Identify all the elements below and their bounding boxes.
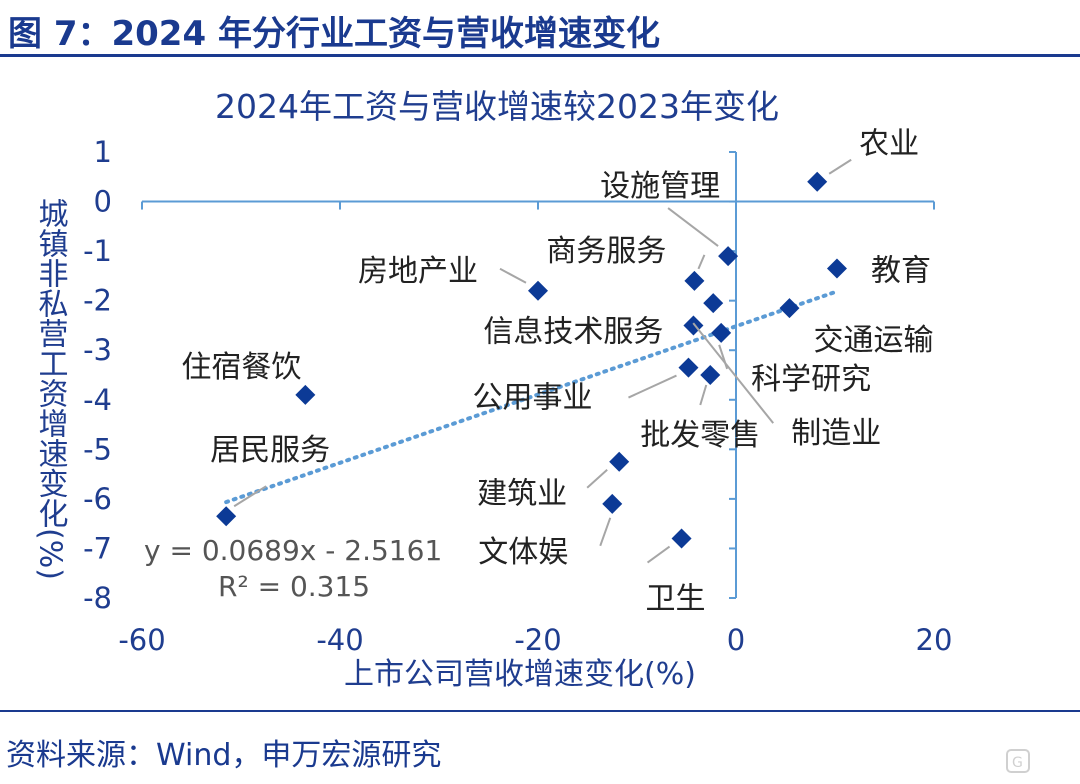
trendline-r-squared: R² = 0.315 (218, 570, 370, 603)
data-point-marker (609, 451, 630, 472)
scatter-chart: 2024年工资与营收增速较2023年变化 -60 -40 -20 0 20 1 0 -1 -2 -3… (33, 87, 953, 692)
data-point-label: 设施管理 (600, 169, 720, 204)
data-point-label: 教育 (871, 253, 931, 288)
data-point-label: 文体娱 (478, 535, 568, 570)
data-point-marker (703, 293, 724, 314)
y-axis-title: 城镇非私营工资增速变化(%) (33, 198, 69, 580)
y-tick-label: -4 (83, 383, 112, 417)
watermark-logo: G (1006, 749, 1030, 773)
data-point-marker (700, 365, 721, 385)
leader-line (628, 374, 677, 399)
data-point-label: 居民服务 (210, 433, 330, 468)
data-point-marker (684, 270, 705, 291)
x-tick-label: 20 (916, 623, 953, 657)
y-tick-label: -7 (83, 531, 112, 565)
figure-title: 图 7：2024 年分行业工资与营收增速变化 (8, 14, 660, 54)
y-tick-label: -3 (83, 333, 112, 367)
x-tick-label: -20 (514, 623, 561, 657)
data-point-label: 农业 (859, 127, 919, 162)
data-point-label: 信息技术服务 (483, 314, 663, 349)
svg-text:G: G (1012, 755, 1023, 771)
data-point-marker (602, 493, 623, 514)
data-point-label: 制造业 (791, 416, 881, 451)
data-point-marker (295, 384, 316, 405)
data-point-marker (718, 246, 739, 267)
data-point-marker (216, 506, 237, 527)
data-point-marker (807, 171, 828, 192)
leader-line (233, 485, 267, 508)
data-point-marker (779, 298, 800, 319)
x-axis-title: 上市公司营收增速变化(%) (344, 657, 696, 692)
data-point-label: 商务服务 (546, 234, 666, 269)
trendline (224, 289, 839, 505)
y-tick-label: -1 (83, 234, 112, 268)
trendline-equation: y = 0.0689x - 2.5161 (144, 534, 442, 567)
y-tick-label: -2 (83, 284, 112, 318)
data-point-label: 科学研究 (751, 362, 871, 397)
source-note: 资料来源：Wind，申万宏源研究 (6, 738, 442, 773)
data-point-marker (671, 528, 692, 549)
data-point-label: 住宿餐饮 (181, 350, 301, 385)
data-point-label: 公用事业 (472, 381, 592, 416)
x-tick-label: -60 (118, 623, 165, 657)
leader-line (828, 158, 852, 175)
y-tick-label: 1 (94, 135, 112, 169)
x-tick-label: -40 (316, 623, 363, 657)
leader-line (692, 322, 775, 424)
x-tick-label: 0 (727, 623, 745, 657)
y-tick-label: 0 (94, 185, 112, 219)
leader-line (667, 207, 719, 247)
y-tick-label: -5 (83, 432, 112, 466)
data-point-label: 批发零售 (640, 418, 760, 453)
data-point-marker (678, 357, 699, 378)
footer-rule (0, 710, 1080, 712)
chart-title: 2024年工资与营收增速较2023年变化 (215, 87, 779, 126)
y-tick-label: -8 (83, 581, 112, 615)
leader-line (646, 545, 671, 564)
data-point-label: 房地产业 (358, 254, 478, 289)
y-tick-label: -6 (83, 482, 112, 516)
figure-header: 图 7：2024 年分行业工资与营收增速变化 (0, 0, 1080, 62)
leader-line (699, 384, 708, 406)
data-point-label: 卫生 (646, 582, 706, 617)
data-point-marker (711, 322, 732, 343)
leader-line (499, 267, 527, 284)
data-point-marker (826, 258, 847, 279)
header-rule (0, 54, 1080, 57)
leader-line (697, 254, 706, 270)
leader-line (586, 468, 608, 489)
leader-line (599, 517, 612, 547)
data-point-label: 建筑业 (477, 477, 567, 512)
data-point-label: 交通运输 (813, 323, 933, 358)
data-point-marker (528, 280, 548, 301)
